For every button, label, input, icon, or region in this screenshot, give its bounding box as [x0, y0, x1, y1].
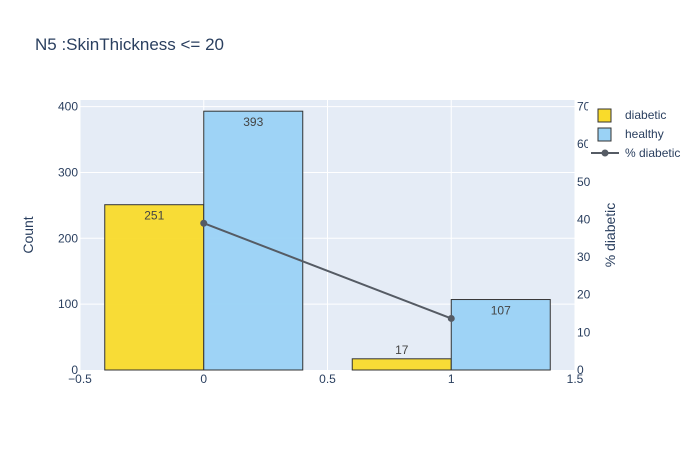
line-point	[447, 314, 455, 322]
bar	[203, 110, 304, 371]
y2-tick-label: 30	[577, 250, 591, 264]
bar	[450, 299, 551, 371]
line-layer	[200, 219, 455, 322]
x-tick-label: 0	[200, 372, 207, 386]
bar-label: 107	[491, 304, 511, 318]
legend-label: diabetic	[625, 108, 666, 122]
y2-tick-label: 40	[577, 212, 591, 226]
x-tick-label: 0.5	[319, 372, 336, 386]
bar-layer: 251 17 393 107	[104, 110, 551, 371]
bar	[104, 204, 205, 371]
chart-title: N5 :SkinThickness <= 20	[35, 35, 224, 54]
y-tick-label: 400	[58, 100, 78, 114]
y-tick-label: 0	[71, 363, 78, 377]
line-point	[200, 219, 208, 227]
x-tick-label: 1	[448, 372, 455, 386]
legend[interactable]: diabetic healthy % diabetic	[588, 103, 700, 163]
y-tick-label: 100	[58, 297, 78, 311]
y2-tick-label: 50	[577, 175, 591, 189]
y-tick-label: 300	[58, 165, 78, 179]
legend-swatch	[597, 108, 612, 123]
y2-axis-label: % diabetic	[602, 203, 618, 268]
bar-label: 17	[395, 343, 409, 357]
y2-tick-label: 60	[577, 137, 591, 151]
y2-tick-label: 70	[577, 100, 591, 114]
legend-label: % diabetic	[625, 146, 680, 160]
y2-tick-label: 20	[577, 288, 591, 302]
y2-tick-label: 0	[577, 363, 584, 377]
legend-label: healthy	[625, 127, 664, 141]
legend-swatch	[597, 127, 612, 142]
legend-marker	[601, 149, 609, 157]
bar-label: 393	[243, 115, 263, 129]
x-tick-label: −0.5	[68, 372, 92, 386]
y2-tick-label: 10	[577, 325, 591, 339]
y-axis-label: Count	[20, 216, 36, 253]
y-tick-label: 200	[58, 231, 78, 245]
bar-label: 251	[144, 209, 164, 223]
line-series	[203, 222, 452, 320]
x-tick-label: 1.5	[567, 372, 584, 386]
bar	[351, 358, 452, 371]
